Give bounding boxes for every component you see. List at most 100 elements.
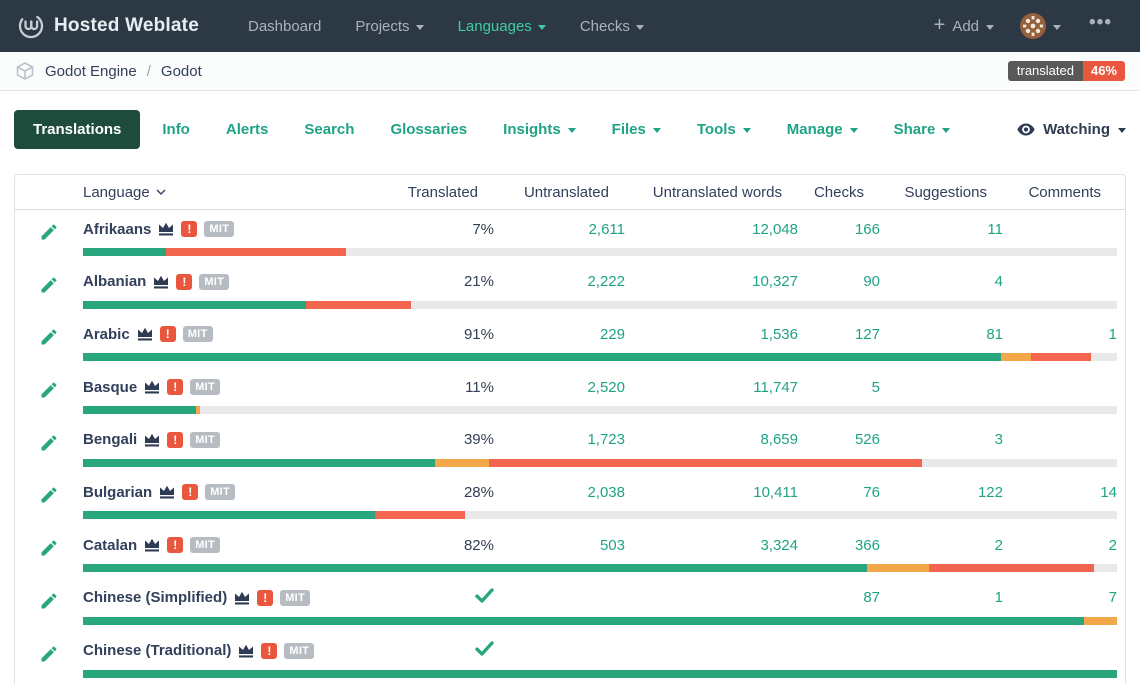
status-badge-label: translated bbox=[1007, 61, 1083, 81]
translated-value: 28% bbox=[463, 483, 494, 501]
tab-share[interactable]: Share bbox=[894, 121, 951, 138]
license-badge[interactable]: MIT bbox=[190, 537, 221, 554]
table-row: Arabic ! MIT 91% 229 1,536 127 81 bbox=[15, 315, 1125, 368]
language-link[interactable]: Arabic bbox=[83, 325, 130, 343]
untranslated-words-value[interactable]: 12,048 bbox=[752, 220, 798, 238]
nav-item-projects[interactable]: Projects bbox=[338, 18, 440, 35]
chevron-down-icon bbox=[1118, 128, 1126, 133]
untranslated-words-value[interactable]: 8,659 bbox=[760, 431, 798, 449]
nav-item-languages[interactable]: Languages bbox=[441, 18, 563, 35]
license-badge[interactable]: MIT bbox=[199, 273, 230, 290]
tab-files[interactable]: Files bbox=[612, 121, 661, 138]
language-link[interactable]: Afrikaans bbox=[83, 220, 152, 238]
alert-icon: ! bbox=[257, 589, 274, 606]
tab-info[interactable]: Info bbox=[162, 121, 190, 138]
suggestions-value[interactable]: 4 bbox=[994, 273, 1003, 291]
language-link[interactable]: Bulgarian bbox=[83, 483, 153, 501]
license-badge[interactable]: MIT bbox=[280, 589, 311, 606]
untranslated-words-value[interactable]: 11,747 bbox=[753, 378, 798, 396]
crown-icon bbox=[153, 275, 169, 289]
suggestions-value[interactable]: 81 bbox=[986, 325, 1003, 343]
checks-value[interactable]: 76 bbox=[863, 483, 880, 501]
edit-pencil-icon[interactable] bbox=[39, 327, 59, 352]
package-icon bbox=[15, 61, 35, 81]
alert-icon: ! bbox=[167, 537, 184, 554]
checks-value[interactable]: 366 bbox=[854, 536, 880, 554]
crown-icon bbox=[144, 538, 160, 552]
untranslated-value[interactable]: 229 bbox=[599, 325, 625, 343]
chevron-down-icon bbox=[1053, 24, 1062, 30]
edit-pencil-icon[interactable] bbox=[39, 591, 59, 616]
edit-pencil-icon[interactable] bbox=[39, 433, 59, 458]
column-header-checks: Checks bbox=[813, 183, 864, 201]
untranslated-value[interactable]: 2,611 bbox=[588, 220, 625, 238]
edit-pencil-icon[interactable] bbox=[39, 644, 59, 669]
untranslated-value[interactable]: 2,038 bbox=[587, 483, 625, 501]
suggestions-value[interactable]: 122 bbox=[977, 483, 1003, 501]
edit-pencil-icon[interactable] bbox=[39, 222, 59, 247]
untranslated-words-value[interactable]: 10,411 bbox=[753, 483, 798, 501]
translated-cell bbox=[394, 641, 494, 660]
checks-value[interactable]: 90 bbox=[863, 273, 880, 291]
suggestions-value[interactable]: 11 bbox=[987, 220, 1003, 238]
tab-translations[interactable]: Translations bbox=[14, 110, 141, 149]
license-badge[interactable]: MIT bbox=[190, 431, 221, 448]
edit-pencil-icon[interactable] bbox=[39, 538, 59, 563]
license-badge[interactable]: MIT bbox=[190, 379, 221, 396]
tab-glossaries[interactable]: Glossaries bbox=[390, 121, 467, 138]
user-menu[interactable] bbox=[1012, 13, 1069, 39]
more-menu-icon[interactable]: ••• bbox=[1089, 12, 1112, 33]
breadcrumb-project-link[interactable]: Godot Engine bbox=[45, 62, 137, 80]
license-badge[interactable]: MIT bbox=[204, 221, 235, 237]
license-badge[interactable]: MIT bbox=[182, 326, 213, 343]
comments-value[interactable]: 14 bbox=[1100, 483, 1117, 501]
untranslated-value[interactable]: 2,520 bbox=[587, 378, 625, 396]
nav-item-dashboard[interactable]: Dashboard bbox=[231, 18, 338, 35]
watching-dropdown[interactable]: Watching bbox=[1017, 121, 1126, 138]
tab-manage[interactable]: Manage bbox=[787, 121, 858, 138]
suggestions-value[interactable]: 2 bbox=[994, 536, 1003, 554]
comments-value[interactable]: 7 bbox=[1108, 589, 1117, 607]
tabs-bar: Translations Info Alerts Search Glossaries In… bbox=[0, 91, 1140, 174]
edit-pencil-icon[interactable] bbox=[39, 485, 59, 510]
nav-item-checks[interactable]: Checks bbox=[563, 18, 661, 35]
tab-tools[interactable]: Tools bbox=[697, 121, 751, 138]
untranslated-value[interactable]: 1,723 bbox=[587, 431, 625, 449]
language-link[interactable]: Chinese (Simplified) bbox=[83, 589, 228, 607]
brand-link[interactable]: Hosted Weblate bbox=[18, 13, 199, 39]
nav-item-label: Checks bbox=[579, 17, 630, 35]
license-badge[interactable]: MIT bbox=[284, 642, 315, 659]
suggestions-value[interactable]: 3 bbox=[994, 431, 1003, 449]
chevron-down-icon bbox=[942, 128, 951, 133]
add-button[interactable]: + Add bbox=[926, 15, 1002, 35]
column-header-language[interactable]: Language bbox=[83, 184, 394, 201]
language-link[interactable]: Albanian bbox=[83, 273, 147, 291]
language-link[interactable]: Chinese (Traditional) bbox=[83, 642, 232, 659]
language-link[interactable]: Bengali bbox=[83, 431, 138, 449]
checks-value[interactable]: 526 bbox=[854, 431, 880, 449]
comments-value[interactable]: 2 bbox=[1108, 536, 1117, 554]
untranslated-words-value[interactable]: 3,324 bbox=[760, 536, 798, 554]
edit-pencil-icon[interactable] bbox=[39, 380, 59, 405]
checks-value[interactable]: 166 bbox=[854, 220, 880, 238]
untranslated-value[interactable]: 503 bbox=[599, 536, 625, 554]
translated-cell: 91% bbox=[394, 326, 494, 343]
crown-icon bbox=[159, 485, 175, 499]
edit-pencil-icon[interactable] bbox=[39, 275, 59, 300]
checks-value[interactable]: 5 bbox=[871, 378, 880, 396]
checks-value[interactable]: 127 bbox=[854, 325, 880, 343]
license-badge[interactable]: MIT bbox=[205, 484, 236, 501]
tab-alerts[interactable]: Alerts bbox=[226, 121, 269, 138]
untranslated-words-value[interactable]: 10,327 bbox=[752, 273, 798, 291]
language-link[interactable]: Basque bbox=[83, 378, 138, 396]
language-link[interactable]: Catalan bbox=[83, 536, 138, 554]
top-navbar: Hosted Weblate Dashboard Projects Language… bbox=[0, 0, 1140, 52]
breadcrumb-component-link[interactable]: Godot bbox=[160, 62, 202, 80]
untranslated-words-value[interactable]: 1,536 bbox=[760, 325, 798, 343]
checks-value[interactable]: 87 bbox=[863, 589, 880, 607]
tab-search[interactable]: Search bbox=[304, 121, 354, 138]
suggestions-value[interactable]: 1 bbox=[994, 589, 1003, 607]
tab-insights[interactable]: Insights bbox=[503, 121, 576, 138]
untranslated-value[interactable]: 2,222 bbox=[587, 273, 625, 291]
comments-value[interactable]: 1 bbox=[1108, 325, 1117, 343]
